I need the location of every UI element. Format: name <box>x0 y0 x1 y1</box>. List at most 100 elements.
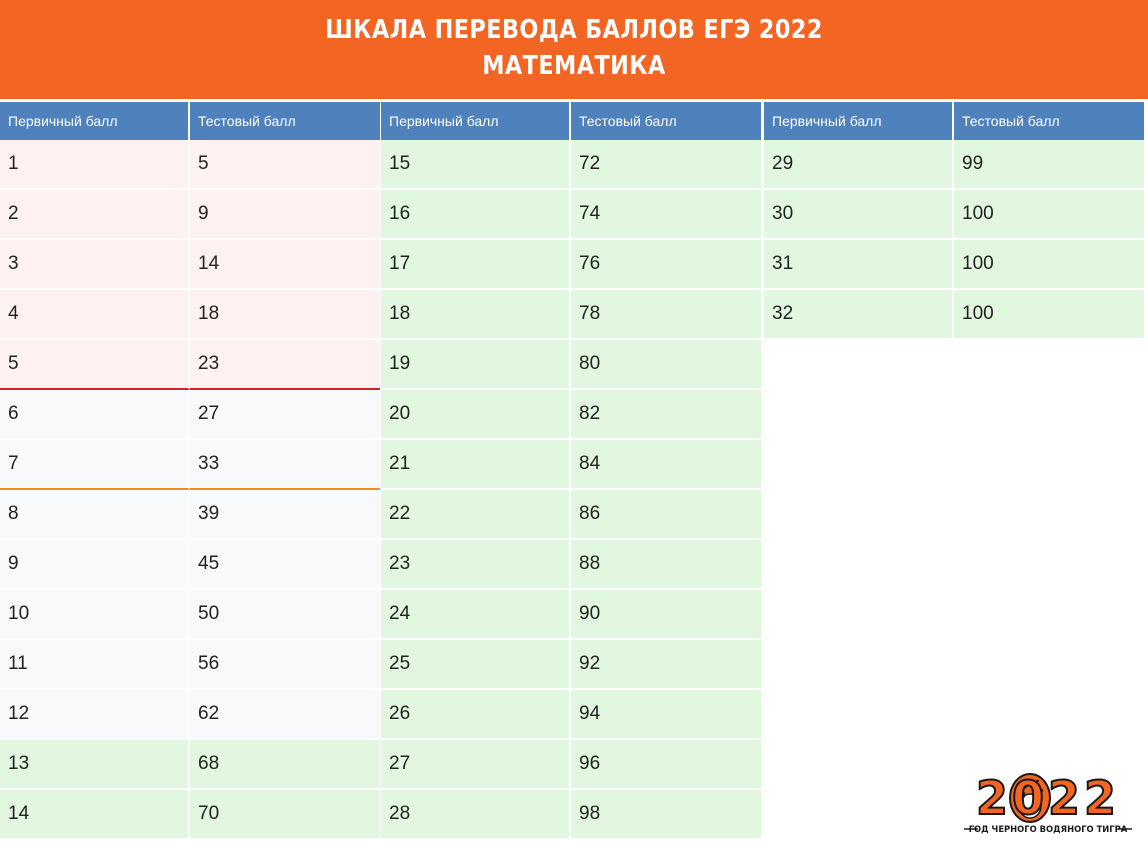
primary-score: 23 <box>381 540 571 590</box>
table-row: 21 84 <box>381 440 761 490</box>
primary-score: 19 <box>381 340 571 390</box>
score-table-column-3: Первичный балл Тестовый балл 29 99 30 100 … <box>764 102 1144 340</box>
table-row: 32 100 <box>764 290 1144 340</box>
test-score-header: Тестовый балл <box>954 102 1144 140</box>
table-row: 25 92 <box>381 640 761 690</box>
table-row: 29 99 <box>764 140 1144 190</box>
table-row: 28 98 <box>381 790 761 840</box>
primary-score: 32 <box>764 290 954 340</box>
table-row: 11 56 <box>0 640 380 690</box>
year-of-tiger-logo: 2022 ГОД ЧЕРНОГО ВОДЯНОГО ТИГРА <box>964 770 1132 834</box>
test-score-header: Тестовый балл <box>190 102 380 140</box>
table-row: 22 86 <box>381 490 761 540</box>
primary-score: 13 <box>0 740 190 790</box>
test-score: 86 <box>571 490 761 540</box>
table-row: 5 23 <box>0 340 380 390</box>
test-score: 100 <box>954 240 1144 290</box>
primary-score: 4 <box>0 290 190 340</box>
test-score: 94 <box>571 690 761 740</box>
test-score: 88 <box>571 540 761 590</box>
test-score: 18 <box>190 290 380 340</box>
primary-score: 12 <box>0 690 190 740</box>
table-row: 24 90 <box>381 590 761 640</box>
primary-score: 24 <box>381 590 571 640</box>
primary-score: 6 <box>0 390 190 440</box>
table-row: 9 45 <box>0 540 380 590</box>
test-score: 50 <box>190 590 380 640</box>
test-score: 5 <box>190 140 380 190</box>
test-score: 74 <box>571 190 761 240</box>
test-score: 9 <box>190 190 380 240</box>
table-row: 19 80 <box>381 340 761 390</box>
test-score: 100 <box>954 290 1144 340</box>
primary-score: 16 <box>381 190 571 240</box>
primary-score: 9 <box>0 540 190 590</box>
table-row: 13 68 <box>0 740 380 790</box>
test-score: 23 <box>190 340 380 390</box>
primary-score: 17 <box>381 240 571 290</box>
test-score: 82 <box>571 390 761 440</box>
primary-score: 11 <box>0 640 190 690</box>
table-row: 15 72 <box>381 140 761 190</box>
test-score: 72 <box>571 140 761 190</box>
table-row: 6 27 <box>0 390 380 440</box>
page-title: ШКАЛА ПЕРЕВОДА БАЛЛОВ ЕГЭ 2022 <box>325 15 823 45</box>
logo-caption: ГОД ЧЕРНОГО ВОДЯНОГО ТИГРА <box>969 824 1128 834</box>
primary-score: 25 <box>381 640 571 690</box>
table-row: 26 94 <box>381 690 761 740</box>
primary-score: 26 <box>381 690 571 740</box>
table-row: 18 78 <box>381 290 761 340</box>
primary-score: 18 <box>381 290 571 340</box>
test-score: 99 <box>954 140 1144 190</box>
test-score: 62 <box>190 690 380 740</box>
primary-score: 7 <box>0 440 190 490</box>
primary-score: 10 <box>0 590 190 640</box>
test-score: 27 <box>190 390 380 440</box>
test-score: 78 <box>571 290 761 340</box>
table-row: 27 96 <box>381 740 761 790</box>
table-row: 4 18 <box>0 290 380 340</box>
page-subtitle: МАТЕМАТИКА <box>482 51 666 81</box>
test-score: 56 <box>190 640 380 690</box>
test-score: 92 <box>571 640 761 690</box>
table-row: 31 100 <box>764 240 1144 290</box>
table-row: 8 39 <box>0 490 380 540</box>
table-row: 30 100 <box>764 190 1144 240</box>
primary-score: 2 <box>0 190 190 240</box>
tiger-head-icon <box>1009 773 1051 823</box>
primary-score-header: Первичный балл <box>381 102 571 140</box>
logo-year: 2022 <box>976 771 1120 825</box>
table-header-row: Первичный балл Тестовый балл <box>764 102 1144 140</box>
table-row: 17 76 <box>381 240 761 290</box>
primary-score: 31 <box>764 240 954 290</box>
table-row: 3 14 <box>0 240 380 290</box>
test-score: 84 <box>571 440 761 490</box>
table-row: 20 82 <box>381 390 761 440</box>
test-score: 90 <box>571 590 761 640</box>
primary-score: 8 <box>0 490 190 540</box>
test-score: 76 <box>571 240 761 290</box>
test-score: 100 <box>954 190 1144 240</box>
title-banner: ШКАЛА ПЕРЕВОДА БАЛЛОВ ЕГЭ 2022 МАТЕМАТИК… <box>0 0 1148 99</box>
primary-score: 20 <box>381 390 571 440</box>
score-table-column-2: Первичный балл Тестовый балл 15 72 16 74 1… <box>381 102 761 840</box>
primary-score: 21 <box>381 440 571 490</box>
table-row: 16 74 <box>381 190 761 240</box>
test-score: 96 <box>571 740 761 790</box>
table-row: 23 88 <box>381 540 761 590</box>
test-score: 80 <box>571 340 761 390</box>
test-score: 14 <box>190 240 380 290</box>
primary-score: 14 <box>0 790 190 840</box>
test-score: 70 <box>190 790 380 840</box>
primary-score-header: Первичный балл <box>0 102 190 140</box>
table-row: 12 62 <box>0 690 380 740</box>
test-score: 45 <box>190 540 380 590</box>
primary-score: 5 <box>0 340 190 390</box>
primary-score: 30 <box>764 190 954 240</box>
primary-score: 3 <box>0 240 190 290</box>
test-score: 98 <box>571 790 761 840</box>
primary-score: 15 <box>381 140 571 190</box>
